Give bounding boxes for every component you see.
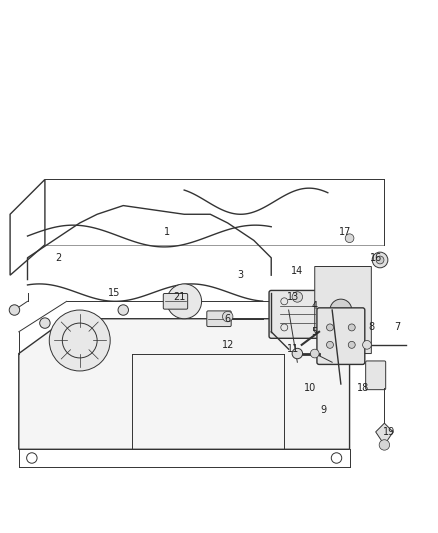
Text: 12: 12 [222,340,234,350]
Circle shape [363,341,371,349]
Text: 7: 7 [394,322,401,333]
Text: 1: 1 [164,227,170,237]
FancyBboxPatch shape [207,311,231,327]
Circle shape [49,310,110,371]
Text: 6: 6 [225,314,231,324]
Text: 15: 15 [108,288,121,297]
Circle shape [223,311,233,322]
Circle shape [379,440,390,450]
Text: 2: 2 [55,253,61,263]
Text: 17: 17 [339,227,351,237]
Circle shape [292,349,303,359]
Polygon shape [315,266,371,353]
FancyBboxPatch shape [269,290,325,338]
Circle shape [372,252,388,268]
Circle shape [118,305,128,315]
Circle shape [376,256,384,264]
Text: 8: 8 [368,322,374,333]
Text: 3: 3 [238,270,244,280]
Circle shape [311,349,319,358]
FancyBboxPatch shape [163,294,187,309]
Circle shape [348,341,355,349]
Circle shape [348,324,355,331]
FancyBboxPatch shape [366,361,386,390]
FancyBboxPatch shape [317,308,365,365]
Circle shape [179,296,189,306]
Circle shape [330,299,352,321]
Text: 5: 5 [311,327,318,337]
Circle shape [9,305,20,315]
Text: 16: 16 [370,253,382,263]
Text: 10: 10 [304,383,317,393]
Text: 13: 13 [287,292,299,302]
Circle shape [326,341,333,349]
Text: 14: 14 [291,266,304,276]
Text: 19: 19 [383,427,395,437]
Text: 11: 11 [287,344,299,354]
Text: 9: 9 [320,405,326,415]
Polygon shape [376,423,393,445]
Polygon shape [19,319,350,449]
Circle shape [292,292,303,302]
Text: 18: 18 [357,383,369,393]
Circle shape [345,234,354,243]
Circle shape [40,318,50,328]
Text: 4: 4 [312,301,318,311]
Circle shape [326,324,333,331]
Text: 21: 21 [173,292,186,302]
Circle shape [167,284,201,319]
